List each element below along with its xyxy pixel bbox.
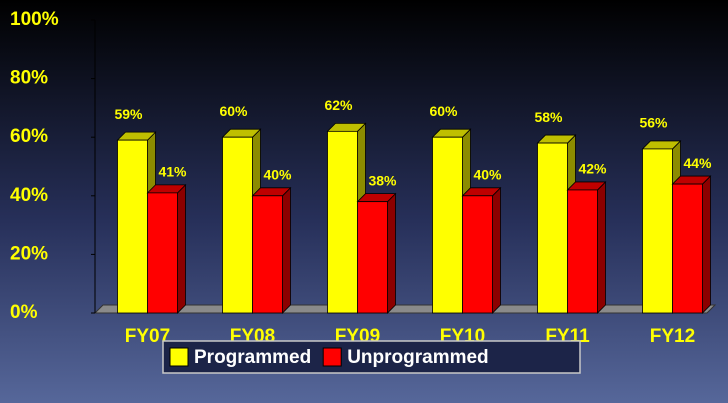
bar-front [327,130,358,314]
y-tick-label: 0% [10,302,38,323]
data-label: 42% [578,161,607,177]
y-tick-label: 20% [10,243,48,264]
floor [93,304,717,314]
x-tick-label: FY12 [650,326,695,347]
bar-front [567,189,598,314]
bar-side [177,183,186,314]
data-label: 38% [368,172,397,188]
data-label: 44% [683,155,712,171]
bar-front [537,142,568,314]
data-label: 62% [324,97,353,113]
bar-front [432,136,463,314]
bar-front [357,201,388,314]
bar-side [702,175,711,314]
bar-front [642,148,673,314]
data-label: 56% [639,115,668,131]
bar [671,175,712,314]
bar-side [492,186,501,314]
bar-side [282,186,291,314]
y-tick-label: 60% [10,126,48,147]
bar [566,180,607,314]
bar [461,186,502,314]
bar-side [387,192,396,314]
data-label: 58% [534,109,563,125]
y-tick-label: 100% [10,9,59,30]
bar-front [672,183,703,314]
data-label: 41% [158,164,187,180]
legend-box [162,340,581,374]
data-label: 60% [429,103,458,119]
bar-front [222,136,253,314]
bar-side [597,180,606,314]
legend-label: Programmed [194,347,311,368]
data-label: 59% [114,106,143,122]
data-label: 40% [473,167,502,183]
bar [146,183,187,314]
bar-front [252,195,283,314]
bar [221,128,262,314]
bar-front [462,195,493,314]
x-tick-label: FY07 [125,326,170,347]
legend-swatch [322,347,342,367]
data-label: 60% [219,103,248,119]
y-tick-label: 80% [10,68,48,89]
data-label: 40% [263,167,292,183]
bar [251,186,292,314]
y-tick-label: 40% [10,185,48,206]
bar [356,192,397,314]
bar-front [117,139,148,314]
bar-front [147,192,178,314]
legend-label: Unprogrammed [347,347,488,368]
legend-swatch [169,347,189,367]
